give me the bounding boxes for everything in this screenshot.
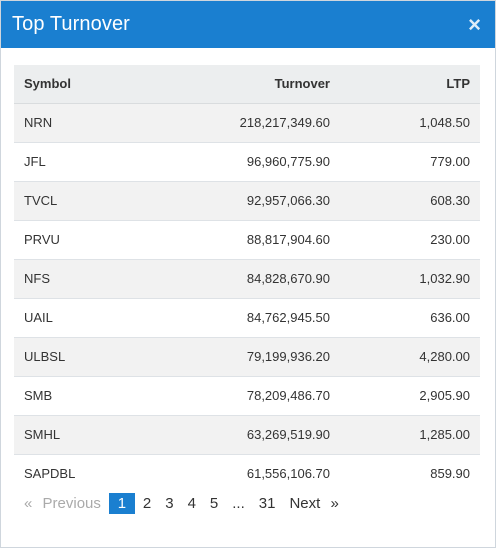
- cell-symbol: UAIL: [14, 297, 115, 337]
- page-1-button[interactable]: 1: [108, 493, 135, 514]
- cell-symbol: JFL: [14, 141, 115, 181]
- cell-turnover: 78,209,486.70: [115, 375, 340, 415]
- next-arrow-icon: »: [330, 495, 339, 512]
- cell-turnover: 92,957,066.30: [115, 180, 340, 220]
- turnover-table: Symbol Turnover LTP NRN 218,217,349.60 1…: [14, 65, 480, 493]
- table-header-row: Symbol Turnover LTP: [14, 65, 480, 104]
- cell-turnover: 63,269,519.90: [115, 414, 340, 454]
- cell-ltp: 1,048.50: [340, 102, 480, 142]
- page-4-button[interactable]: 4: [187, 495, 196, 512]
- previous-arrow-icon: «: [24, 495, 33, 512]
- pagination-ellipsis: ...: [232, 495, 245, 512]
- table-row: NFS 84,828,670.90 1,032.90: [14, 258, 480, 298]
- table-row: SAPDBL 61,556,106.70 859.90: [14, 453, 480, 493]
- cell-symbol: SMHL: [14, 414, 115, 454]
- next-label: Next: [289, 495, 321, 512]
- page-2-button[interactable]: 2: [142, 495, 152, 512]
- cell-ltp: 1,032.90: [340, 258, 480, 298]
- close-icon[interactable]: ×: [468, 11, 481, 37]
- table-row: JFL 96,960,775.90 779.00: [14, 141, 480, 181]
- cell-ltp: 230.00: [340, 219, 480, 259]
- cell-ltp: 859.90: [340, 453, 480, 493]
- table-row: SMHL 63,269,519.90 1,285.00: [14, 414, 480, 454]
- cell-symbol: SMB: [14, 375, 115, 415]
- cell-turnover: 218,217,349.60: [115, 102, 340, 142]
- cell-turnover: 88,817,904.60: [115, 219, 340, 259]
- header-turnover[interactable]: Turnover: [115, 65, 340, 104]
- modal-title: Top Turnover: [12, 13, 130, 35]
- modal-header: Top Turnover ×: [1, 1, 495, 48]
- cell-ltp: 779.00: [340, 141, 480, 181]
- cell-ltp: 4,280.00: [340, 336, 480, 376]
- cell-turnover: 79,199,936.20: [115, 336, 340, 376]
- table-row: SMB 78,209,486.70 2,905.90: [14, 375, 480, 415]
- cell-ltp: 636.00: [340, 297, 480, 337]
- previous-label: Previous: [42, 495, 101, 512]
- cell-turnover: 84,828,670.90: [115, 258, 340, 298]
- cell-symbol: NRN: [14, 102, 115, 142]
- cell-turnover: 61,556,106.70: [115, 453, 340, 493]
- cell-ltp: 2,905.90: [340, 375, 480, 415]
- table-row: UAIL 84,762,945.50 636.00: [14, 297, 480, 337]
- cell-turnover: 96,960,775.90: [115, 141, 340, 181]
- cell-symbol: SAPDBL: [14, 453, 115, 493]
- pagination: « Previous 1 2 3 4 5 ... 31 Next »: [18, 493, 347, 514]
- next-page-button[interactable]: Next »: [283, 493, 344, 514]
- header-ltp[interactable]: LTP: [340, 65, 480, 104]
- page-5-button[interactable]: 5: [209, 495, 219, 512]
- cell-ltp: 608.30: [340, 180, 480, 220]
- turnover-table-container: Symbol Turnover LTP NRN 218,217,349.60 1…: [14, 65, 480, 493]
- cell-symbol: PRVU: [14, 219, 115, 259]
- cell-symbol: TVCL: [14, 180, 115, 220]
- table-row: ULBSL 79,199,936.20 4,280.00: [14, 336, 480, 376]
- page-31-button[interactable]: 31: [258, 495, 276, 512]
- header-symbol[interactable]: Symbol: [14, 65, 115, 104]
- cell-symbol: ULBSL: [14, 336, 115, 376]
- table-row: TVCL 92,957,066.30 608.30: [14, 180, 480, 220]
- cell-ltp: 1,285.00: [340, 414, 480, 454]
- previous-page-button[interactable]: « Previous: [18, 493, 107, 514]
- table-row: PRVU 88,817,904.60 230.00: [14, 219, 480, 259]
- table-row: NRN 218,217,349.60 1,048.50: [14, 102, 480, 142]
- cell-symbol: NFS: [14, 258, 115, 298]
- cell-turnover: 84,762,945.50: [115, 297, 340, 337]
- page-3-button[interactable]: 3: [165, 495, 174, 512]
